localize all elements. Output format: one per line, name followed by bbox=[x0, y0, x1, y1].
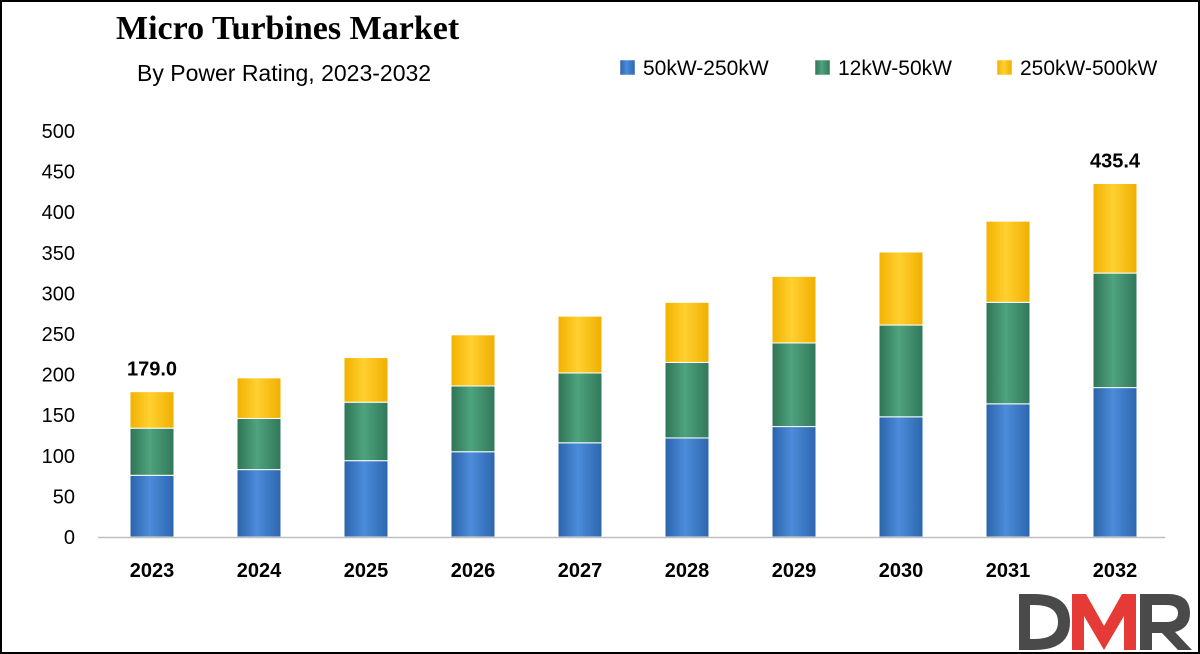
bar-segment-12kw-50kw bbox=[878, 324, 924, 418]
bar-segment-12kw-50kw bbox=[1092, 272, 1138, 389]
y-tick-label: 0 bbox=[64, 527, 75, 549]
bar-segment-250kw-500kw bbox=[129, 391, 175, 429]
legend-swatch bbox=[996, 59, 1013, 76]
legend-swatch bbox=[814, 59, 831, 76]
y-tick-label: 350 bbox=[42, 243, 75, 265]
chart-subtitle: By Power Rating, 2023-2032 bbox=[137, 60, 432, 86]
bars bbox=[129, 182, 1138, 538]
bar-segment-250kw-500kw bbox=[664, 301, 710, 363]
x-tick-label: 2031 bbox=[986, 560, 1031, 582]
bar-segment-50kw-250kw bbox=[771, 426, 817, 538]
x-tick-label: 2032 bbox=[1093, 560, 1138, 582]
legend: 50kW-250kW 12kW-50kW 250kW-500kW bbox=[619, 57, 1158, 80]
bar-segment-50kw-250kw bbox=[343, 460, 389, 538]
bar-segment-250kw-500kw bbox=[343, 357, 389, 403]
chart-title: Micro Turbines Market bbox=[116, 10, 460, 47]
x-tick-label: 2028 bbox=[665, 560, 710, 582]
y-tick-label: 250 bbox=[42, 324, 75, 346]
y-tick-label: 400 bbox=[42, 202, 75, 224]
x-tick-label: 2023 bbox=[130, 560, 175, 582]
bar-segment-12kw-50kw bbox=[450, 385, 496, 453]
y-axis: 0 50 100 150 200 250 300 350 400 450 500 bbox=[42, 121, 75, 549]
bar-segment-12kw-50kw bbox=[129, 427, 175, 476]
legend-swatch bbox=[619, 59, 636, 76]
x-tick-label: 2030 bbox=[879, 560, 924, 582]
bar-segment-50kw-250kw bbox=[878, 416, 924, 538]
y-tick-label: 200 bbox=[42, 365, 75, 387]
y-tick-label: 500 bbox=[42, 121, 75, 143]
x-tick-label: 2025 bbox=[344, 560, 389, 582]
bar-segment-50kw-250kw bbox=[664, 437, 710, 538]
bar-segment-12kw-50kw bbox=[343, 401, 389, 462]
y-tick-label: 300 bbox=[42, 283, 75, 305]
bar-segment-250kw-500kw bbox=[771, 275, 817, 344]
x-axis: 2023 2024 2025 2026 2027 2028 2029 2030 2031 2032 bbox=[98, 536, 1165, 582]
total-label: 435.4 bbox=[1090, 150, 1141, 172]
y-tick-label: 450 bbox=[42, 162, 75, 184]
bar-segment-12kw-50kw bbox=[236, 417, 282, 471]
bar-segment-50kw-250kw bbox=[1092, 387, 1138, 538]
bar-segment-250kw-500kw bbox=[985, 220, 1031, 303]
bar-segment-250kw-500kw bbox=[878, 251, 924, 326]
y-tick-label: 150 bbox=[42, 405, 75, 427]
bar-segment-12kw-50kw bbox=[557, 372, 603, 444]
bar-segment-50kw-250kw bbox=[985, 403, 1031, 538]
total-label: 179.0 bbox=[127, 359, 177, 381]
legend-label: 250kW-500kW bbox=[1020, 57, 1158, 80]
x-tick-label: 2029 bbox=[772, 560, 817, 582]
bar-segment-12kw-50kw bbox=[985, 301, 1031, 405]
bar-segment-12kw-50kw bbox=[664, 361, 710, 439]
legend-label: 50kW-250kW bbox=[643, 57, 769, 80]
total-labels: 179.0 435.4 bbox=[127, 150, 1141, 380]
x-tick-label: 2026 bbox=[451, 560, 496, 582]
x-tick-label: 2024 bbox=[237, 560, 282, 582]
bar-segment-250kw-500kw bbox=[557, 315, 603, 374]
legend-label: 12kW-50kW bbox=[838, 57, 952, 80]
x-tick-label: 2027 bbox=[558, 560, 603, 582]
bar-segment-12kw-50kw bbox=[771, 342, 817, 428]
dmr-logo bbox=[1019, 594, 1192, 650]
y-tick-label: 50 bbox=[53, 486, 75, 508]
bar-segment-250kw-500kw bbox=[1092, 182, 1138, 274]
bar-segment-50kw-250kw bbox=[129, 474, 175, 538]
bar-segment-50kw-250kw bbox=[557, 442, 603, 538]
bar-segment-250kw-500kw bbox=[450, 334, 496, 387]
bar-segment-250kw-500kw bbox=[236, 377, 282, 419]
y-tick-label: 100 bbox=[42, 446, 75, 468]
bar-segment-50kw-250kw bbox=[236, 469, 282, 538]
bar-segment-50kw-250kw bbox=[450, 451, 496, 538]
